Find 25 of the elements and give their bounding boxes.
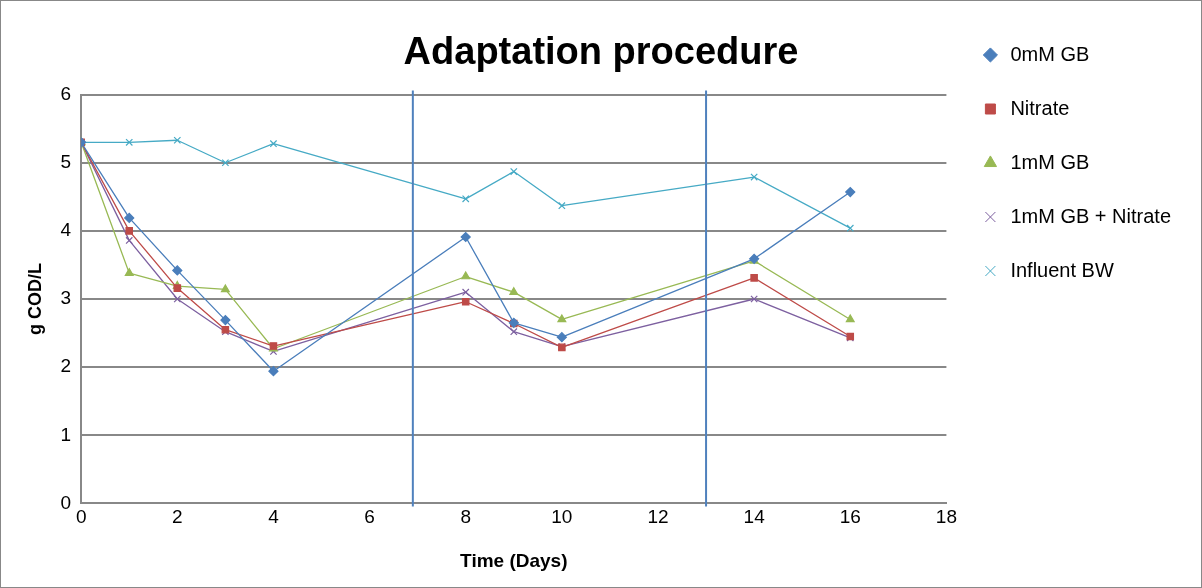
x-tick-label: 0 (75, 506, 87, 528)
x-tick-label: 18 (935, 506, 957, 528)
legend-label: Influent BW (1010, 258, 1114, 281)
x-axis-title: Time (Days) (460, 549, 568, 571)
x-tick-label: 8 (460, 506, 472, 528)
x-tick-label: 16 (839, 506, 861, 528)
y-tick-label: 0 (60, 491, 72, 513)
x-tick-label: 10 (551, 506, 573, 528)
legend-label: 0mM GB (1010, 42, 1090, 65)
x-tick-label: 6 (364, 506, 375, 528)
x-tick-label: 14 (743, 506, 766, 528)
y-tick-label: 1 (60, 423, 72, 445)
y-tick-label: 6 (60, 82, 72, 104)
chart-title: Adaptation procedure (403, 30, 799, 73)
y-tick-label: 2 (60, 355, 72, 377)
y-tick-label: 4 (60, 219, 72, 241)
y-tick-label: 3 (60, 287, 72, 309)
legend-label: 1mM GB (1010, 150, 1090, 173)
y-tick-label: 5 (60, 150, 72, 172)
legend-label: 1mM GB + Nitrate (1010, 204, 1172, 227)
x-tick-label: 4 (268, 506, 280, 528)
x-tick-label: 2 (172, 506, 183, 528)
y-axis-title: g COD/L (24, 263, 45, 335)
legend-label: Nitrate (1010, 96, 1070, 119)
x-tick-label: 12 (647, 506, 669, 528)
